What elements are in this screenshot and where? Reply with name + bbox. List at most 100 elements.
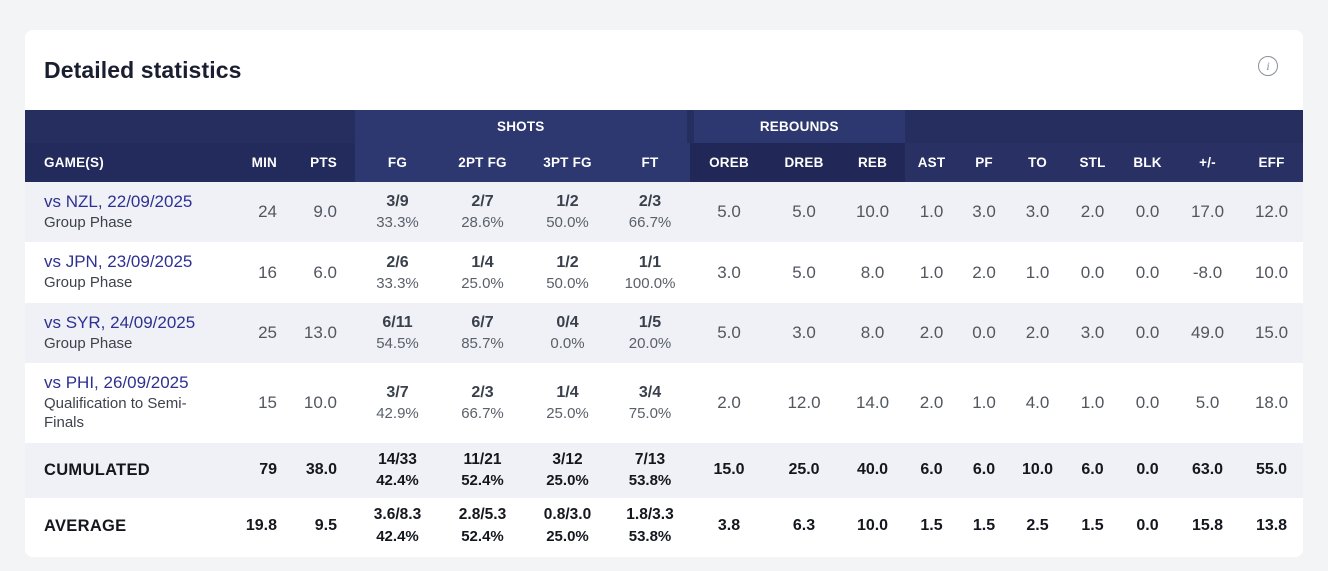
column-header-dreb: DREB [768, 143, 841, 182]
cell-min: 25 [258, 323, 277, 343]
column-header-min: MIN [230, 143, 295, 182]
shot-percentage: 28.6% [461, 214, 504, 232]
cell-pts: 9.5 [314, 517, 337, 535]
cell-dreb: 5.0 [792, 202, 816, 222]
cell-pf: 1.5 [972, 517, 996, 535]
cell-stl: 1.5 [1081, 517, 1104, 535]
cell-oreb: 15.0 [713, 461, 745, 479]
cell-pts: 9.0 [313, 202, 337, 222]
shot-percentage: 25.0% [461, 274, 504, 292]
cell-reb: 8.0 [860, 262, 885, 282]
game-link[interactable]: vs SYR, 24/09/2025 [44, 312, 196, 332]
shot-made-attempted: 3/9 [386, 193, 409, 211]
game-link[interactable]: vs NZL, 22/09/2025 [44, 192, 193, 211]
cell-reb: 14.0 [855, 393, 890, 413]
shot-made-attempted: 1/4 [471, 253, 494, 271]
table-row: vs SYR, 24/09/2025 Group Phase 25 13.0 6/11 5… [25, 302, 1304, 364]
game-cell: vs JPN, 23/09/2025 Group Phase [25, 242, 230, 302]
shot-percentage: 50.0% [546, 214, 589, 232]
cell-3pt-fg: 1/2 50.0% [525, 242, 610, 302]
cell-3pt-fg: 0.8/3.0 25.0% [525, 498, 610, 554]
column-header-row: GAME(S) MIN PTS FG 2PT FG 3PT FG FT OREB… [25, 143, 1304, 182]
shot-percentage: 33.3% [376, 274, 419, 292]
shot-made-attempted: 0/4 [556, 314, 579, 332]
cell-ast: 2.0 [919, 323, 944, 343]
cell-ast: 2.0 [919, 393, 944, 413]
summary-label: AVERAGE [44, 516, 127, 535]
cell-oreb: 3.8 [717, 517, 741, 535]
cell-ft: 7/13 53.8% [610, 443, 690, 499]
info-icon[interactable]: i [1258, 56, 1278, 76]
cell-reb: 8.0 [860, 323, 885, 343]
cell-pts: 10.0 [303, 393, 337, 413]
cell-blk: 0.0 [1135, 202, 1160, 222]
shot-made-attempted: 2/6 [386, 253, 409, 271]
cell-fg: 3/7 42.9% [355, 363, 440, 442]
cell-3pt-fg: 1/2 50.0% [525, 182, 610, 242]
shot-made-attempted: 1/2 [556, 193, 579, 211]
cell-3pt-fg: 0/4 0.0% [525, 303, 610, 363]
shot-made-attempted: 1/2 [556, 253, 579, 271]
cell-pf: 6.0 [972, 461, 996, 479]
shot-percentage: 66.7% [628, 214, 672, 232]
cell-pts: 6.0 [313, 262, 337, 282]
page-title: Detailed statistics [44, 56, 242, 83]
summary-label: CUMULATED [44, 460, 150, 479]
cell-min: 19.8 [245, 517, 277, 535]
cell-blk: 0.0 [1135, 393, 1160, 413]
shot-percentage: 0.0% [550, 335, 585, 353]
cell-pf: 2.0 [972, 262, 996, 282]
cell-dreb: 5.0 [792, 262, 816, 282]
cell-2pt-fg: 2/3 66.7% [440, 363, 525, 442]
cell-to: 4.0 [1025, 393, 1050, 413]
card-header: Detailed statistics i [25, 30, 1303, 110]
cell-dreb: 3.0 [792, 323, 816, 343]
cell-ast: 1.5 [920, 517, 943, 535]
game-phase-label: Group Phase [44, 334, 133, 352]
cell-blk: 0.0 [1135, 262, 1160, 282]
shot-made-attempted: 3/4 [638, 383, 662, 401]
summary-row: AVERAGE 19.8 9.5 3.6/8.3 42.4% 2.8/5.3 52.4% 0.… [25, 498, 1303, 554]
cell-stl: 2.0 [1080, 202, 1105, 222]
shot-made-attempted: 1/5 [638, 314, 662, 332]
cell-eff: 18.0 [1254, 393, 1289, 413]
cell-ft: 1/5 20.0% [610, 303, 690, 363]
cell-stl: 1.0 [1080, 393, 1105, 413]
group-header-shots: SHOTS [355, 110, 691, 143]
cell-to: 1.0 [1025, 262, 1050, 282]
group-header-rebounds: REBOUNDS [686, 110, 906, 143]
cell-eff: 10.0 [1254, 262, 1289, 282]
cell-eff: 55.0 [1255, 461, 1288, 479]
shot-percentage: 52.4% [461, 527, 504, 545]
shot-made-attempted: 6/7 [471, 314, 494, 332]
shot-made-attempted: 1.8/3.3 [626, 506, 674, 524]
table-row: vs JPN, 23/09/2025 Group Phase 16 6.0 2/6 33.… [25, 242, 1303, 302]
cell-fg: 14/33 42.4% [355, 443, 440, 499]
cell-reb: 40.0 [856, 461, 889, 479]
game-link[interactable]: vs JPN, 23/09/2025 [44, 252, 193, 272]
column-header-2pt-fg: 2PT FG [440, 143, 525, 182]
shot-made-attempted: 2/7 [471, 193, 494, 211]
cell-pts: 13.0 [303, 323, 337, 343]
game-link[interactable]: vs PHI, 26/09/2025 [44, 373, 189, 393]
cell-oreb: 2.0 [717, 393, 741, 413]
cell-blk: 0.0 [1136, 461, 1159, 479]
game-phase-label: Group Phase [44, 213, 133, 231]
cell-fg: 3/9 33.3% [355, 182, 440, 242]
cell-to: 3.0 [1025, 202, 1050, 222]
cell-eff: 13.8 [1255, 517, 1288, 535]
cell-reb: 10.0 [855, 202, 890, 222]
cell-oreb: 5.0 [717, 323, 741, 343]
summary-row: CUMULATED 79 38.0 14/33 42.4% 11/21 52.4% 3/12 2… [25, 442, 1304, 499]
shot-made-attempted: 2.8/5.3 [458, 506, 507, 524]
cell-min: 15 [258, 393, 277, 413]
cell-blk: 0.0 [1135, 323, 1160, 343]
column-header-games: GAME(S) [25, 143, 230, 182]
column-header-to: TO [1010, 143, 1066, 182]
game-phase-label: Qualification to Semi-Finals [44, 395, 187, 431]
shot-made-attempted: 3/12 [552, 450, 583, 468]
game-cell: vs PHI, 26/09/2025 Qualification to Semi-… [25, 363, 230, 442]
column-header-plus-minus: +/- [1175, 143, 1241, 182]
cell-to: 10.0 [1021, 461, 1054, 479]
column-header-ast: AST [905, 143, 959, 182]
